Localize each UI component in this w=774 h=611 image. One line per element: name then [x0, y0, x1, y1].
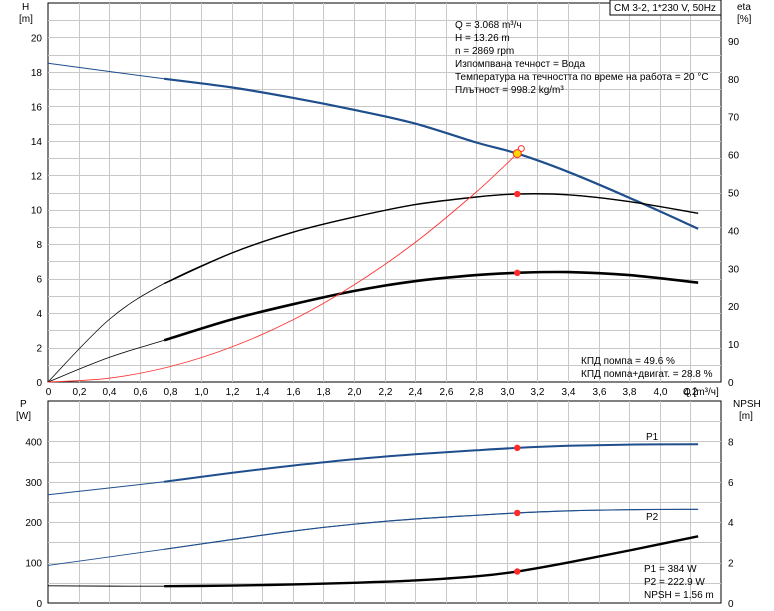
op-point-p1: [514, 444, 521, 452]
top-right-tick-label: 90: [728, 37, 740, 48]
info-density: Плътност = 998.2 kg/m³: [455, 85, 564, 96]
top-left-tick-label: 16: [31, 102, 43, 113]
bottom-left-axis-title-line1: P: [20, 399, 27, 410]
info-eff-total: КПД помпа+двигат. = 28.8 %: [581, 369, 713, 380]
top-left-tick-label: 4: [36, 309, 42, 320]
top-right-tick-label: 10: [728, 340, 740, 351]
x-tick-label: 2,0: [348, 387, 362, 398]
op-point-eff-total: [514, 269, 521, 277]
top-left-tick-label: 2: [36, 344, 42, 355]
x-tick-label: 1,8: [317, 387, 331, 398]
op-point-eff-pump: [514, 190, 521, 198]
info-eff-pump: КПД помпа = 49.6 %: [581, 356, 675, 367]
top-left-tick-label: 6: [36, 275, 42, 286]
x-tick-label: 1,6: [287, 387, 301, 398]
top-right-tick-label: 60: [728, 151, 740, 162]
bottom-right-tick-label: 6: [728, 478, 734, 489]
info-temperature: Температура на течността по време на раб…: [455, 71, 709, 83]
top-left-tick-label: 14: [31, 137, 43, 148]
top-grid: [48, 3, 721, 382]
top-left-axis-title-line1: H: [22, 2, 29, 13]
bottom-left-axis-title-line2: [W]: [16, 411, 31, 422]
top-left-tick-label: 0: [36, 378, 42, 389]
bottom-right-tick-label: 4: [728, 518, 734, 529]
npsh-curve-main: [164, 535, 699, 588]
top-right-tick-label: 0: [728, 378, 734, 389]
top-plot-area: [47, 2, 722, 383]
op-point-p2: [514, 509, 521, 517]
op-point-head: [512, 149, 522, 159]
top-left-tick-label: 18: [31, 68, 43, 79]
eff-pump-curve-main: [163, 193, 699, 285]
x-tick-label: 2,6: [440, 387, 454, 398]
info-npsh: NPSH = 1.56 m: [644, 590, 714, 601]
bottom-left-tick-label: 0: [36, 599, 42, 610]
info-speed: n = 2869 rpm: [455, 46, 514, 57]
top-right-tick-label: 30: [728, 264, 740, 275]
bottom-left-tick-label: 200: [25, 518, 42, 529]
top-left-tick-label: 20: [31, 33, 43, 44]
top-right-tick-label: 40: [728, 226, 740, 237]
p2-curve-main: [164, 508, 699, 550]
x-tick-label: 0: [46, 387, 52, 398]
operating-points: [512, 145, 525, 575]
top-left-tick-label: 8: [36, 240, 42, 251]
top-right-axis-title-line2: [%]: [737, 14, 752, 25]
bottom-right-axis-title-line2: [m]: [739, 411, 753, 422]
title-box: [609, 0, 722, 16]
top-right-tick-label: 70: [728, 113, 740, 124]
x-tick-label: 0,2: [73, 387, 87, 398]
eff-total-curve-main: [163, 270, 699, 342]
x-tick-label: 3,2: [531, 387, 545, 398]
x-tick-label: 1,0: [195, 387, 209, 398]
x-tick-label: 1,4: [256, 387, 270, 398]
x-tick-label: 0,8: [164, 387, 178, 398]
x-tick-label: 3,6: [593, 387, 607, 398]
bottom-right-tick-label: 0: [728, 599, 734, 610]
x-axis-title: Q [m³/ч]: [683, 387, 719, 398]
series-label-p2: P2: [646, 512, 659, 523]
x-tick-label: 4,0: [654, 387, 668, 398]
x-tick-label: 1,2: [226, 387, 240, 398]
bottom-right-tick-label: 2: [728, 559, 734, 570]
info-head: H = 13.26 m: [455, 33, 510, 44]
info-flow: Q = 3.068 m³/ч: [455, 20, 522, 31]
bottom-left-tick-label: 400: [25, 437, 42, 448]
top-right-tick-label: 80: [728, 75, 740, 86]
top-left-axis-title-line2: [m]: [19, 14, 33, 25]
head-curve-main: [164, 77, 699, 230]
x-tick-label: 3,0: [501, 387, 515, 398]
p1-curve-main: [164, 443, 699, 483]
top-left-tick-label: 10: [31, 206, 43, 217]
info-liquid: Изпомпвана течност = Вода: [455, 59, 585, 70]
bottom-left-tick-label: 300: [25, 478, 42, 489]
top-right-tick-label: 50: [728, 189, 740, 200]
info-p2: P2 = 222.9 W: [644, 577, 705, 588]
x-tick-label: 2,4: [409, 387, 423, 398]
curves: [47, 62, 699, 588]
op-point-npsh: [514, 568, 521, 575]
bottom-left-tick-label: 100: [25, 559, 42, 570]
top-right-axis-title-line1: eta: [737, 2, 751, 13]
series-label-p1: P1: [646, 432, 659, 443]
system-curve: [47, 153, 518, 383]
x-tick-label: 4,2: [684, 387, 698, 398]
bottom-right-axis-title-line1: NPSH: [733, 399, 761, 410]
x-tick-label: 3,4: [562, 387, 576, 398]
x-tick-label: 3,8: [623, 387, 637, 398]
top-right-tick-label: 20: [728, 302, 740, 313]
x-tick-label: 0,4: [103, 387, 117, 398]
bottom-right-tick-label: 8: [728, 437, 734, 448]
x-tick-label: 0,6: [134, 387, 148, 398]
tick-labels: 0 0,2 0,4 0,6 0,8 1,0 1,2 1,4 1,6 1,8 2,0 2,2 2,4 2,6…: [25, 33, 739, 610]
info-p1: P1 = 384 W: [644, 564, 697, 575]
top-left-tick-label: 12: [31, 171, 43, 182]
title-box-text: CM 3-2, 1*230 V, 50Hz: [614, 3, 716, 14]
x-tick-label: 2,2: [379, 387, 393, 398]
x-tick-label: 2,8: [470, 387, 484, 398]
